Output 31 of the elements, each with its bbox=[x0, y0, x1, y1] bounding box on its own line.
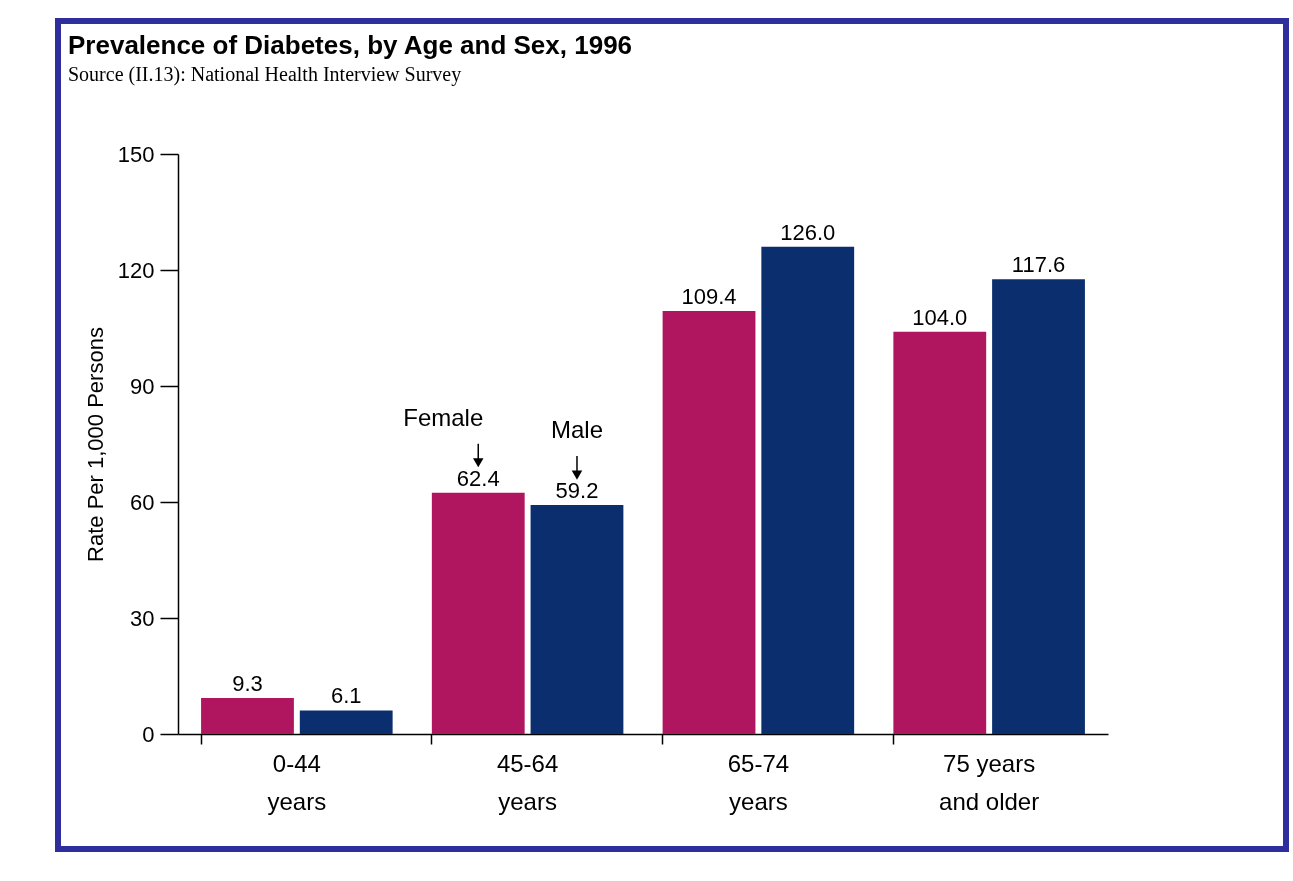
bar bbox=[431, 492, 525, 734]
y-tick-label: 30 bbox=[130, 605, 155, 631]
y-tick-label: 60 bbox=[130, 489, 155, 515]
x-tick-label: 0-44 years bbox=[267, 749, 327, 815]
x-tick-label: 75 years and older bbox=[939, 749, 1040, 815]
data-label: 6.1 bbox=[330, 683, 362, 709]
text: Male bbox=[550, 416, 603, 444]
chart-title: Prevalence of Diabetes, by Age and Sex, 1996 bbox=[68, 30, 633, 60]
bar bbox=[992, 279, 1085, 734]
data-label: 62.4 bbox=[456, 465, 500, 491]
bar bbox=[201, 698, 294, 734]
x-tick-label: 45-64 years bbox=[496, 749, 559, 815]
bar bbox=[299, 710, 393, 734]
y-tick-label: 0 bbox=[142, 721, 155, 747]
y-tick-label: 90 bbox=[130, 373, 155, 399]
data-label: 109.4 bbox=[681, 283, 737, 309]
y-tick-label: 150 bbox=[117, 141, 155, 167]
bar bbox=[761, 246, 855, 734]
data-label: 117.6 bbox=[1011, 252, 1066, 278]
data-label: 59.2 bbox=[555, 478, 599, 504]
data-label: 126.0 bbox=[780, 219, 836, 245]
chart-subtitle: Source (II.13): National Health Interview Survey bbox=[68, 63, 462, 86]
y-tick-label: 120 bbox=[117, 257, 155, 283]
bar bbox=[662, 310, 756, 734]
data-label: 104.0 bbox=[912, 304, 968, 330]
x-tick-label: 65-74 years bbox=[727, 749, 790, 815]
bar bbox=[893, 331, 987, 734]
bar bbox=[530, 505, 624, 734]
text: Female bbox=[403, 403, 484, 431]
y-axis-title: Rate Per 1,000 Persons bbox=[82, 327, 108, 562]
data-label: 9.3 bbox=[232, 671, 263, 697]
